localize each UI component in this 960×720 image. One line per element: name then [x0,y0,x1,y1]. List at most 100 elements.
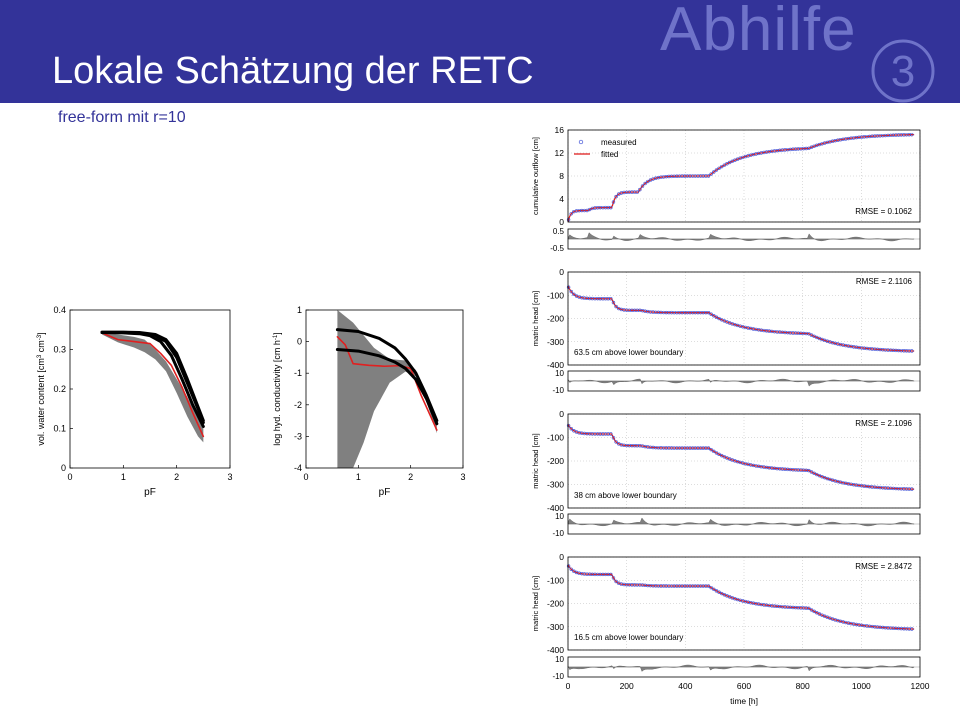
measured-point-1 [609,297,613,301]
measured-point-3 [572,569,576,573]
page-title: Lokale Schätzung der RETC [52,50,534,92]
legend-fitted-label: fitted [601,150,618,159]
y-axis-label-1: log hyd. conductivity [cm h-1] [272,332,282,445]
measured-point-3 [709,585,713,590]
measured-point-2 [720,453,724,458]
curve-series-0-0 [101,332,205,438]
deco-word: Abhilfe [660,0,857,64]
residual-frame-1 [567,370,921,392]
residual-tick-top-1: 10 [555,369,564,378]
measured-point-0 [714,168,719,172]
y-tick-label-1-3: -1 [294,368,302,378]
measured-point-3 [812,609,816,614]
measured-point-0 [720,164,724,169]
plot-frame-1 [305,309,464,469]
measured-point-3 [569,567,573,571]
panel-y-tick-label-0-4: 16 [555,125,565,135]
panel-y-tick-label-1-3: -100 [547,290,564,300]
measured-point-2 [611,436,616,440]
x-tick-label-1-2: 2 [408,472,413,482]
x-tick-label-1-0: 0 [303,472,308,482]
depth-annotation-2: 38 cm above lower boundary [574,491,677,500]
measured-point-1 [714,315,719,319]
measured-point-0 [725,162,729,166]
y-tick-label-1-0: -4 [294,463,302,473]
panel-y-label-0: cumulative outflow [cm] [531,137,540,215]
panel-y-label-3: matric head [cm] [531,576,540,631]
legend-measured-marker [578,139,584,145]
y-axis-label-part: -1 [273,334,279,340]
time-tick-label-6: 1200 [911,681,930,691]
curve-series-1-2 [335,348,439,426]
measured-point-0 [709,172,713,176]
residual-tick-top-0: 0.5 [553,227,565,236]
panel-y-tick-label-3-0: -400 [547,645,564,655]
residual-area-0 [567,232,915,242]
panel-y-tick-label-2-0: -400 [547,503,564,513]
panel-y-tick-label-3-2: -200 [547,599,564,609]
x-tick-label-0-2: 2 [174,472,179,482]
measured-point-2 [566,423,571,428]
measured-point-1 [709,312,713,316]
measured-point-1 [614,304,618,309]
measured-point-2 [714,451,719,455]
measured-point-0 [569,212,573,216]
y-tick-label-0-1: 0.1 [53,424,66,434]
residual-frame-0 [567,228,921,250]
measured-point-2 [910,487,914,491]
deco-circled-number: 3 [871,39,935,103]
measured-point-3 [807,606,811,611]
measured-point-3 [717,590,721,594]
residual-tick-bottom-2: -10 [552,529,564,538]
y-axis-label-part: log hyd. conductivity [cm h [272,340,282,446]
time-tick-label-2: 400 [678,681,692,691]
measured-point-0 [566,217,571,222]
panel-y-tick-label-2-2: -200 [547,456,564,466]
depth-annotation-3: 16.5 cm above lower boundary [574,633,683,642]
measured-point-1 [566,285,571,289]
residual-tick-bottom-0: -0.5 [550,244,564,253]
fitted-line-2 [567,424,915,490]
panel-y-tick-label-0-3: 12 [555,148,565,158]
measured-point-1 [569,289,573,294]
residual-frame-2 [567,513,921,535]
y-axis-label-part: 3 [37,354,43,358]
measured-point-2 [572,429,576,433]
measured-point-3 [712,587,716,592]
measured-point-1 [809,333,814,337]
measured-point-2 [709,447,713,452]
residual-area-3 [567,664,915,672]
y-axis-label-part: vol. water content [cm [36,358,46,446]
panel-y-tick-label-1-1: -300 [547,337,564,347]
measured-point-0 [614,194,618,199]
x-tick-label-1-1: 1 [356,472,361,482]
measured-point-2 [712,449,716,454]
residual-tick-bottom-1: -10 [552,386,564,395]
measured-point-1 [712,314,716,318]
measured-point-3 [815,611,819,615]
panel-frame-3 [567,556,921,651]
measured-point-3 [714,589,719,593]
y-tick-label-0-0: 0 [61,463,66,473]
measured-point-2 [614,440,618,444]
measured-point-3 [611,576,616,580]
measured-point-0 [706,174,711,178]
measured-point-1 [706,310,711,315]
panel-y-tick-label-0-1: 4 [559,194,564,204]
x-tick-label-0-1: 1 [121,472,126,482]
y-tick-label-0-2: 0.2 [53,384,66,394]
measured-point-0 [646,179,650,184]
panel-y-tick-label-2-1: -300 [547,480,564,490]
measured-point-3 [720,591,724,596]
measured-point-3 [706,584,711,588]
measured-point-1 [572,292,576,297]
rmse-label-3: RMSE = 2.8472 [855,562,912,571]
time-tick-label-4: 800 [796,681,810,691]
measured-point-1 [717,316,721,321]
fitted-line-3 [567,564,915,630]
measured-point-3 [614,579,618,584]
y-tick-label-1-2: -2 [294,400,302,410]
panel-y-tick-label-2-4: 0 [559,409,564,419]
panel-y-tick-label-2-3: -100 [547,433,564,443]
